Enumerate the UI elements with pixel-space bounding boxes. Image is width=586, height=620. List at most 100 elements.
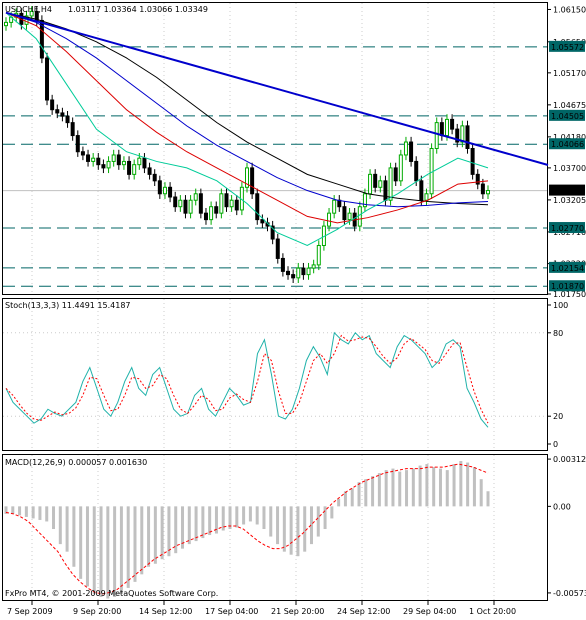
candle-body xyxy=(450,118,455,130)
stoch-tick-label: 20 xyxy=(553,412,563,421)
candle-body xyxy=(393,167,398,182)
candle-body xyxy=(111,154,116,162)
time-tick-label: 1 Oct 20:00 xyxy=(469,607,516,616)
price-panel-frame xyxy=(2,2,548,295)
candle-body xyxy=(157,180,162,195)
candle-body xyxy=(270,225,275,240)
macd-histogram-bar xyxy=(357,482,361,507)
candle-body xyxy=(101,164,106,169)
macd-histogram-bar xyxy=(432,467,436,507)
macd-histogram-bar xyxy=(330,506,334,519)
macd-histogram-bar xyxy=(65,506,69,552)
time-tick-label: 9 Sep 20:00 xyxy=(73,607,121,616)
macd-histogram-bar xyxy=(303,506,307,552)
candle-body xyxy=(173,196,178,208)
level-label: 1.05572 xyxy=(551,43,584,52)
candle-body xyxy=(342,206,347,221)
stochastic-oscillator xyxy=(3,331,547,428)
candle-body xyxy=(475,173,480,185)
candle-body xyxy=(357,206,362,227)
time-axis: 7 Sep 2009 9 Sep 20:00 14 Sep 12:00 17 Sep … xyxy=(7,601,516,616)
candle-body xyxy=(373,173,378,188)
candle-body xyxy=(434,122,439,149)
candle-body xyxy=(332,199,337,214)
moving-average-line xyxy=(5,12,489,206)
macd-histogram-bar xyxy=(337,498,341,507)
candle-body xyxy=(306,267,311,276)
candle-body xyxy=(280,257,285,272)
candle-body xyxy=(429,148,434,195)
candlesticks xyxy=(4,6,490,284)
level-label: 1.04505 xyxy=(551,112,584,121)
macd-histogram-bar xyxy=(486,491,490,507)
level-labels: 1.05572 1.04505 1.04066 1.02770 1.02154 1.018… xyxy=(549,40,585,292)
macd-panel-frame xyxy=(2,454,548,601)
macd-histogram-bar xyxy=(194,506,198,542)
macd-histogram-bar xyxy=(24,506,28,517)
macd-histogram-bar xyxy=(119,506,123,594)
candle-body xyxy=(255,193,260,221)
price-tick-label: 1.03205 xyxy=(553,196,586,205)
time-tick-label: 24 Sep 12:00 xyxy=(337,607,390,616)
candle-body xyxy=(70,122,75,137)
macd-histogram-bar xyxy=(282,506,286,552)
stoch-signal-line xyxy=(5,334,489,424)
trendline[interactable] xyxy=(5,11,549,166)
candle-body xyxy=(65,115,70,124)
candle-body xyxy=(480,183,485,195)
macd-histogram-bar xyxy=(92,506,96,594)
time-tick-label: 29 Sep 04:00 xyxy=(403,607,456,616)
candle-body xyxy=(424,193,429,201)
macd-histogram-bar xyxy=(411,468,415,507)
price-tick-label: 1.03700 xyxy=(553,164,586,173)
moving-averages xyxy=(5,12,489,247)
macd-tick-label: 0.00 xyxy=(553,502,571,511)
macd-histogram-bar xyxy=(201,506,205,539)
macd-histogram-bar xyxy=(248,506,252,522)
macd-histogram-bar xyxy=(309,506,313,545)
macd-histogram-bar xyxy=(323,506,327,530)
moving-average-line xyxy=(5,12,489,224)
macd-histogram-bar xyxy=(371,476,375,507)
macd-histogram-bar xyxy=(364,479,368,507)
stoch-tick-label: 80 xyxy=(553,329,563,338)
candle-body xyxy=(209,206,214,221)
candle-body xyxy=(439,122,444,137)
macd-histogram-bar xyxy=(11,506,15,514)
candle-body xyxy=(409,141,414,162)
macd-histogram-bar xyxy=(214,506,218,534)
candle-body xyxy=(203,212,208,221)
macd-histogram-bar xyxy=(472,467,476,507)
macd-histogram-bar xyxy=(405,470,409,507)
price-tick-label: 1.05170 xyxy=(553,69,586,78)
macd-histogram-bar xyxy=(45,506,49,522)
candle-body xyxy=(245,167,249,188)
candle-body xyxy=(398,154,403,182)
macd-histogram-bar xyxy=(228,506,232,530)
candle-body xyxy=(275,238,280,259)
level-label-bg xyxy=(549,261,585,273)
candle-body xyxy=(460,125,465,143)
candle-body xyxy=(286,270,291,276)
macd-histogram-bar xyxy=(106,506,110,599)
candle-body xyxy=(403,141,408,156)
macd-axis: 0.003129 0.00 -0.005731 xyxy=(547,455,586,598)
candle-body xyxy=(39,19,44,59)
candle-body xyxy=(193,193,198,201)
macd-histogram-bar xyxy=(479,479,483,507)
macd-histogram-bar xyxy=(235,506,239,528)
time-tick-label: 14 Sep 12:00 xyxy=(139,607,192,616)
candle-body xyxy=(55,109,60,114)
stoch-title: Stoch(13,3,3) 11.4491 15.4187 xyxy=(5,301,131,310)
candle-body xyxy=(127,160,132,175)
price-levels xyxy=(3,46,547,287)
candle-body xyxy=(183,199,188,214)
ohlc-readout: 1.03117 1.03364 1.03066 1.03349 xyxy=(68,5,208,14)
candle-body xyxy=(311,264,316,269)
candle-body xyxy=(86,154,91,162)
candle-body xyxy=(116,154,121,166)
macd-histogram-bar xyxy=(398,471,402,507)
macd-histogram-bar xyxy=(147,506,151,567)
macd-histogram-bar xyxy=(133,506,137,582)
